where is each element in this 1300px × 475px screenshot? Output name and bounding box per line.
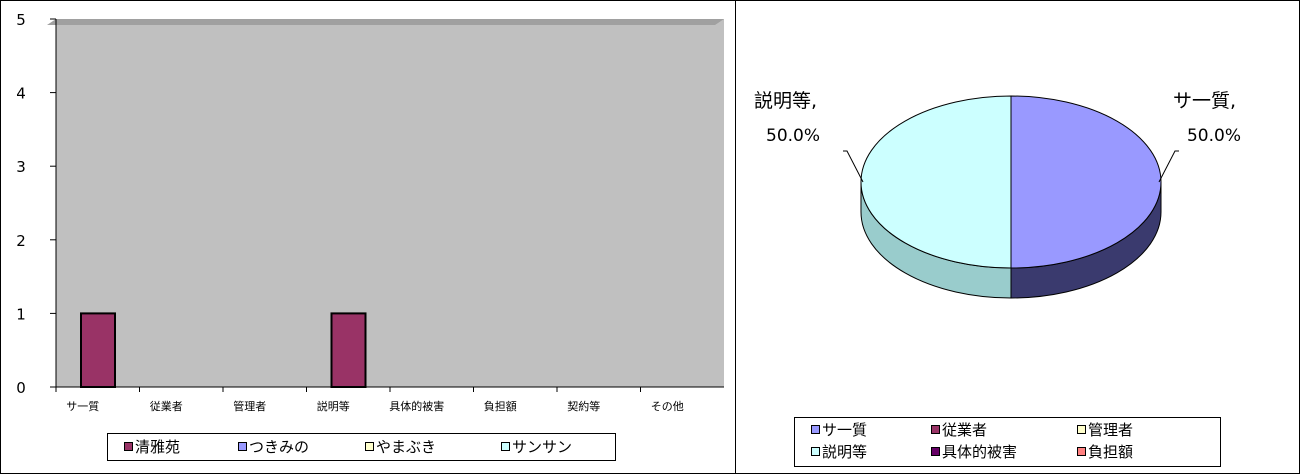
leader-line-1 bbox=[843, 151, 863, 182]
legend-item: 具体的被害 bbox=[931, 443, 1017, 461]
pie bbox=[861, 96, 1161, 298]
legend-item: サ一質 bbox=[811, 421, 867, 439]
legend-label: つきみの bbox=[249, 438, 309, 456]
leader-line-0 bbox=[1159, 151, 1179, 182]
legend-swatch bbox=[501, 442, 510, 451]
legend-label: 負担額 bbox=[1088, 443, 1133, 461]
pie-chart-panel: サ一質, 50.0% 説明等, 50.0% サ一質 従業者 管理者説明等 具体的被害 負担額 bbox=[735, 0, 1300, 474]
bar-chart-panel: 0 1 2 3 4 5 サ一質 従業者 管理者 説明等 具体的被害 負担額 契約等 その他 清雅苑 つきみ… bbox=[0, 0, 736, 474]
legend-swatch bbox=[931, 425, 940, 434]
x-category-label: 管理者 bbox=[233, 399, 266, 413]
legend-label: サ一質 bbox=[822, 421, 867, 439]
x-category-label: 具体的被害 bbox=[389, 399, 444, 413]
legend-item: 従業者 bbox=[931, 421, 987, 439]
bar-0-0 bbox=[81, 313, 115, 387]
plot-area bbox=[56, 19, 724, 387]
legend-swatch bbox=[124, 442, 133, 451]
bar-chart: 0 1 2 3 4 5 サ一質 従業者 管理者 説明等 具体的被害 負担額 契約等 その他 bbox=[1, 1, 737, 475]
legend-item: 負担額 bbox=[1077, 443, 1133, 461]
y-tick-label: 2 bbox=[16, 232, 26, 250]
legend-item: 管理者 bbox=[1077, 421, 1133, 439]
y-tick-label: 4 bbox=[16, 85, 26, 103]
legend-label: 説明等 bbox=[822, 443, 867, 461]
legend-label: 従業者 bbox=[942, 421, 987, 439]
bar-legend: 清雅苑 つきみの やまぶき サンサン bbox=[107, 433, 616, 461]
x-axis-labels: サ一質 従業者 管理者 説明等 具体的被害 負担額 契約等 その他 bbox=[56, 387, 684, 413]
y-tick-label: 3 bbox=[16, 158, 26, 176]
plot-top-bevel bbox=[47, 19, 724, 25]
x-category-label: 従業者 bbox=[150, 400, 183, 413]
pie-pct-1: 50.0% bbox=[766, 126, 820, 146]
legend-item: 説明等 bbox=[811, 443, 867, 461]
legend-label: 管理者 bbox=[1088, 421, 1133, 439]
y-tick-label: 0 bbox=[16, 379, 26, 397]
legend-item: サンサン bbox=[501, 438, 572, 456]
pie-chart: サ一質, 50.0% 説明等, 50.0% bbox=[736, 1, 1300, 475]
legend-label: やまぶき bbox=[376, 438, 436, 456]
legend-item: 清雅苑 bbox=[124, 438, 180, 456]
bar-0-3 bbox=[332, 313, 366, 387]
legend-swatch bbox=[931, 447, 940, 456]
pie-pct-0: 50.0% bbox=[1187, 126, 1241, 146]
legend-item: つきみの bbox=[238, 438, 309, 456]
legend-swatch bbox=[1077, 425, 1086, 434]
y-tick-label: 5 bbox=[16, 11, 26, 29]
y-tick-label: 1 bbox=[16, 305, 26, 323]
pie-label-0: サ一質, bbox=[1173, 90, 1236, 112]
x-category-label: 負担額 bbox=[484, 399, 517, 413]
legend-swatch bbox=[811, 447, 820, 456]
pie-legend: サ一質 従業者 管理者説明等 具体的被害 負担額 bbox=[794, 417, 1221, 467]
legend-label: サンサン bbox=[512, 438, 572, 456]
legend-swatch bbox=[1077, 447, 1086, 456]
legend-swatch bbox=[811, 425, 820, 434]
x-category-label: サ一質 bbox=[66, 399, 99, 413]
legend-item: やまぶき bbox=[365, 438, 436, 456]
x-category-label: 説明等 bbox=[317, 399, 350, 413]
pie-label-1: 説明等, bbox=[754, 90, 817, 112]
legend-label: 具体的被害 bbox=[942, 443, 1017, 461]
legend-label: 清雅苑 bbox=[135, 438, 180, 456]
legend-swatch bbox=[365, 442, 374, 451]
x-category-label: その他 bbox=[651, 400, 684, 413]
x-category-label: 契約等 bbox=[567, 399, 600, 413]
legend-swatch bbox=[238, 442, 247, 451]
